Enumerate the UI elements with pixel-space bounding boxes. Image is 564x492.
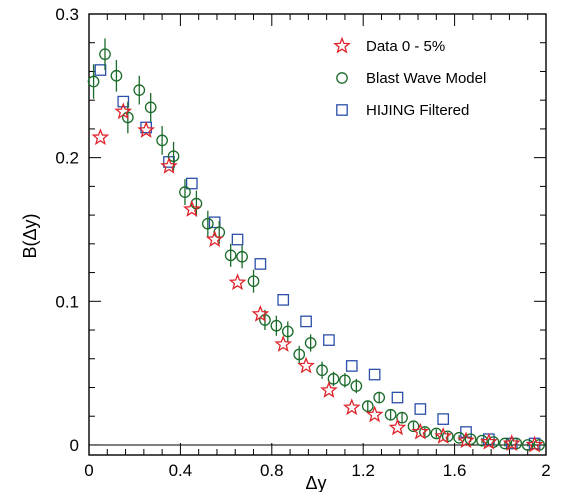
square-point	[368, 368, 381, 381]
square-point	[277, 294, 290, 306]
circle-point	[87, 75, 100, 88]
circle-point	[373, 391, 386, 404]
y-tick-label: 0.3	[55, 5, 79, 24]
square-point	[345, 360, 358, 372]
x-tick-label: 1.2	[351, 461, 375, 480]
star-point	[480, 432, 498, 450]
square-point	[185, 177, 198, 190]
circle-point	[144, 101, 157, 114]
square-point	[208, 216, 221, 229]
star-point	[182, 200, 201, 217]
circle-point	[350, 380, 363, 392]
star-point	[502, 434, 521, 452]
circle-point	[304, 337, 317, 349]
circle-point	[407, 420, 420, 433]
circle-point	[201, 217, 214, 230]
circle-point	[316, 364, 328, 377]
circle-point	[270, 319, 283, 332]
star-point	[228, 273, 247, 291]
circle-point	[361, 400, 374, 413]
legend-label: Blast Wave Model	[366, 70, 486, 87]
star-point	[411, 422, 430, 440]
legend-label: Data 0 - 5%	[366, 38, 445, 55]
legend-star-marker	[333, 36, 351, 54]
star-point	[114, 102, 133, 120]
star-point	[137, 121, 155, 138]
x-axis-title: Δy	[305, 473, 326, 492]
x-tick-label: 0	[84, 461, 93, 480]
star-point	[342, 398, 361, 416]
legend-circle-marker	[336, 72, 348, 84]
circle-point	[99, 48, 111, 61]
circle-point	[156, 134, 168, 147]
circle-point	[476, 434, 488, 447]
plot-frame	[88, 13, 547, 456]
series-square	[94, 64, 541, 450]
x-tick-label: 0.8	[260, 461, 284, 480]
circle-point	[339, 374, 351, 387]
circle-point	[499, 437, 511, 450]
star-point	[388, 418, 407, 436]
data-points	[87, 38, 545, 453]
star-point	[434, 427, 453, 444]
circle-point	[293, 348, 306, 361]
legend-square-marker	[336, 104, 348, 116]
circle-point	[396, 411, 408, 424]
x-tick-label: 2	[541, 461, 550, 480]
y-tick-label: 0.2	[55, 149, 79, 168]
legend: Data 0 - 5% Blast Wave Model HIJING Filter…	[333, 36, 486, 119]
circle-point	[247, 275, 260, 288]
series-star	[91, 102, 544, 453]
circle-point	[521, 439, 534, 451]
x-tick-label: 0.4	[169, 461, 193, 480]
y-axis-title: B(Δy)	[20, 213, 40, 258]
circle-point	[327, 373, 340, 385]
square-point	[391, 391, 404, 404]
ticks: 0 0.4 0.8 1.2 1.6 2 0 0.1 0.2 0.3	[55, 5, 550, 480]
circle-point	[167, 150, 180, 163]
star-point	[205, 230, 224, 248]
star-point	[365, 405, 384, 423]
y-tick-label: 0	[70, 436, 79, 455]
square-point	[414, 403, 427, 415]
legend-label: HIJING Filtered	[366, 102, 469, 119]
star-point	[297, 356, 315, 374]
circle-point	[384, 408, 397, 421]
star-point	[457, 431, 475, 449]
square-point	[437, 413, 450, 425]
square-point	[300, 315, 312, 328]
star-point	[160, 156, 178, 174]
series-circle	[87, 38, 545, 451]
x-tick-label: 1.6	[443, 461, 467, 480]
square-point	[94, 64, 107, 76]
star-point	[320, 381, 338, 398]
circle-point	[133, 84, 146, 96]
square-point	[254, 258, 267, 270]
star-point	[91, 128, 110, 146]
star-point	[525, 435, 544, 453]
circle-point	[224, 249, 237, 262]
circle-point	[281, 325, 294, 338]
y-tick-label: 0.1	[55, 292, 79, 311]
circle-point	[179, 186, 191, 198]
star-point	[274, 335, 293, 352]
square-point	[323, 334, 335, 346]
circle-point	[236, 250, 248, 263]
circle-point	[110, 69, 123, 82]
square-point	[231, 233, 244, 246]
star-point	[251, 304, 270, 322]
circle-point	[464, 433, 477, 446]
